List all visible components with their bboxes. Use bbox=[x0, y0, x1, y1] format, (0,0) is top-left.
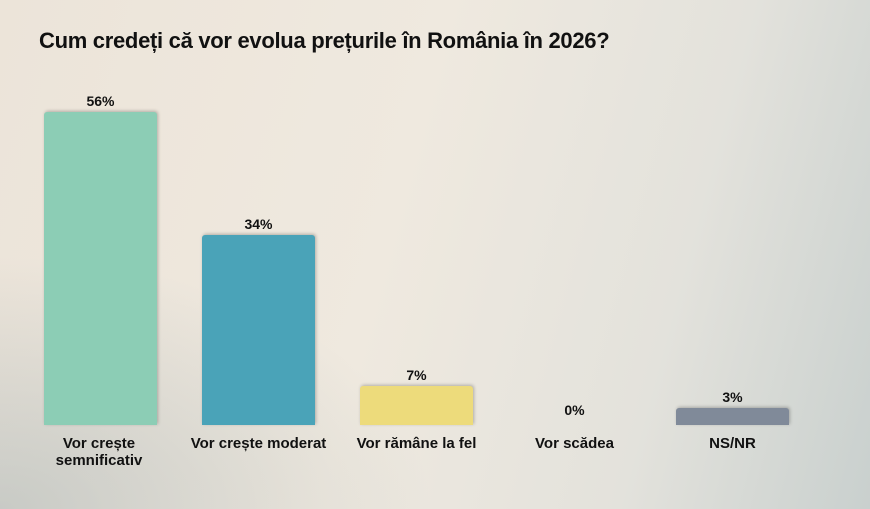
category-label: Vor crește semnificativ bbox=[55, 435, 143, 469]
bar-1 bbox=[202, 234, 315, 425]
bar-0 bbox=[44, 112, 157, 425]
value-label: 3% bbox=[722, 389, 743, 406]
category-label: NS/NR bbox=[709, 435, 756, 452]
value-label: 34% bbox=[244, 215, 273, 232]
chart-title: Cum credeți că vor evolua prețurile în R… bbox=[39, 28, 610, 53]
value-label: 7% bbox=[406, 366, 427, 383]
category-label: Vor scădea bbox=[535, 435, 614, 452]
category-label: Vor rămâne la fel bbox=[356, 435, 477, 452]
bar-4 bbox=[676, 408, 789, 425]
bar-2 bbox=[360, 385, 473, 425]
category-label: Vor crește moderat bbox=[190, 435, 327, 452]
value-label: 0% bbox=[564, 402, 585, 418]
value-label: 56% bbox=[86, 93, 115, 109]
